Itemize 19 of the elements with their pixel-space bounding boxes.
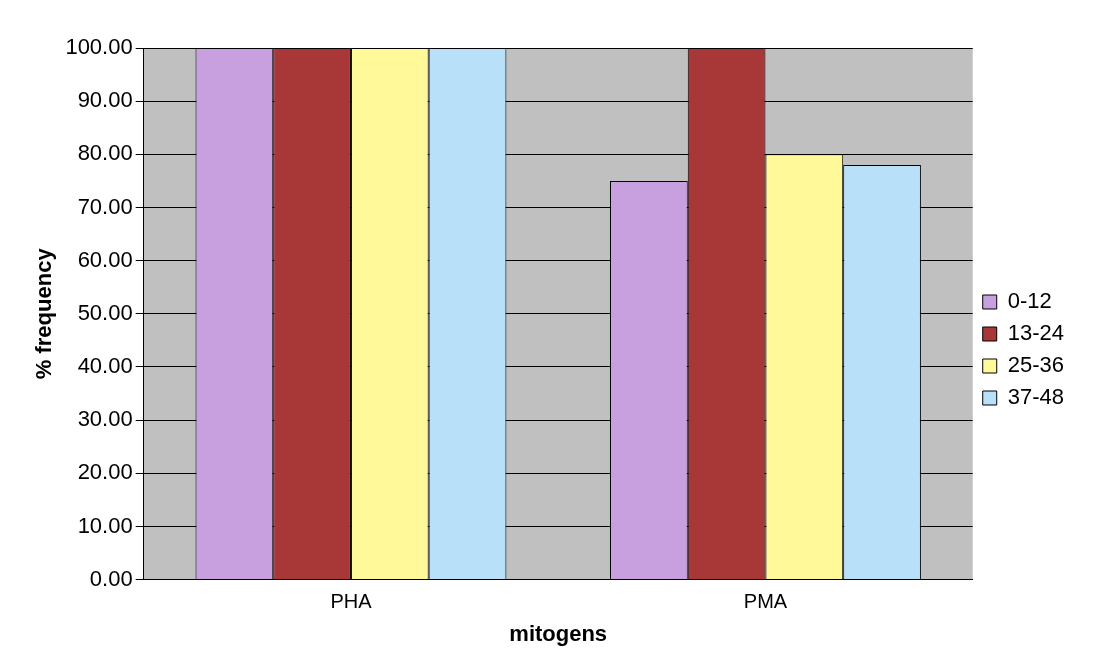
x-tick-label: PMA (743, 590, 788, 613)
legend-label: 0-12 (1007, 288, 1052, 314)
y-tick-label: 30.00 (77, 406, 133, 432)
x-tick-label: PHA (330, 590, 373, 613)
legend-label: 37-48 (1007, 384, 1065, 410)
legend-label: 13-24 (1007, 320, 1065, 346)
y-tick-label: 20.00 (77, 459, 133, 485)
y-tick-label: 40.00 (77, 353, 133, 379)
x-axis-title: mitogens (509, 620, 608, 646)
y-tick-label: 80.00 (77, 140, 133, 166)
y-tick-label: 50.00 (77, 299, 133, 325)
y-tick-label: 100.00 (65, 34, 133, 60)
y-tick-label: 70.00 (77, 193, 133, 219)
y-tick-label: 0.00 (89, 565, 133, 591)
y-tick-label: 60.00 (77, 246, 133, 272)
y-tick-label: 10.00 (77, 512, 133, 538)
y-tick-label: 90.00 (77, 87, 133, 113)
legend-label: 25-36 (1007, 352, 1065, 378)
y-axis-title: % frequency (31, 247, 57, 380)
